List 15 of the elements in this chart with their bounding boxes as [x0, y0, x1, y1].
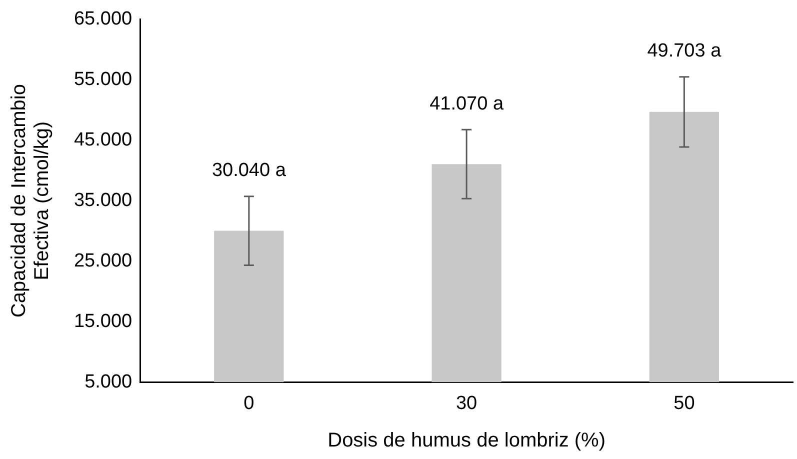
x-tick-label: 30 [456, 392, 478, 414]
data-label: 49.703 a [647, 40, 722, 62]
y-tick-label: 65.000 [74, 8, 132, 30]
y-tick-label: 35.000 [74, 190, 132, 212]
y-axis-title: Capacidad de Intercambio Efectiva (cmol/kg) [8, 84, 54, 318]
x-tick-label: 0 [244, 392, 254, 414]
data-label: 41.070 a [430, 93, 504, 114]
y-tick-label: 5.000 [84, 371, 132, 392]
y-tick-label: 45.000 [74, 130, 132, 151]
y-tick-label: 55.000 [74, 69, 132, 90]
y-tick-label: 15.000 [74, 310, 132, 332]
data-label: 30.040 a [212, 160, 286, 182]
x-axis-title: Dosis de humus de lombriz (%) [328, 430, 606, 452]
y-tick-label: 25.000 [74, 250, 132, 272]
x-tick-label: 50 [674, 392, 695, 414]
